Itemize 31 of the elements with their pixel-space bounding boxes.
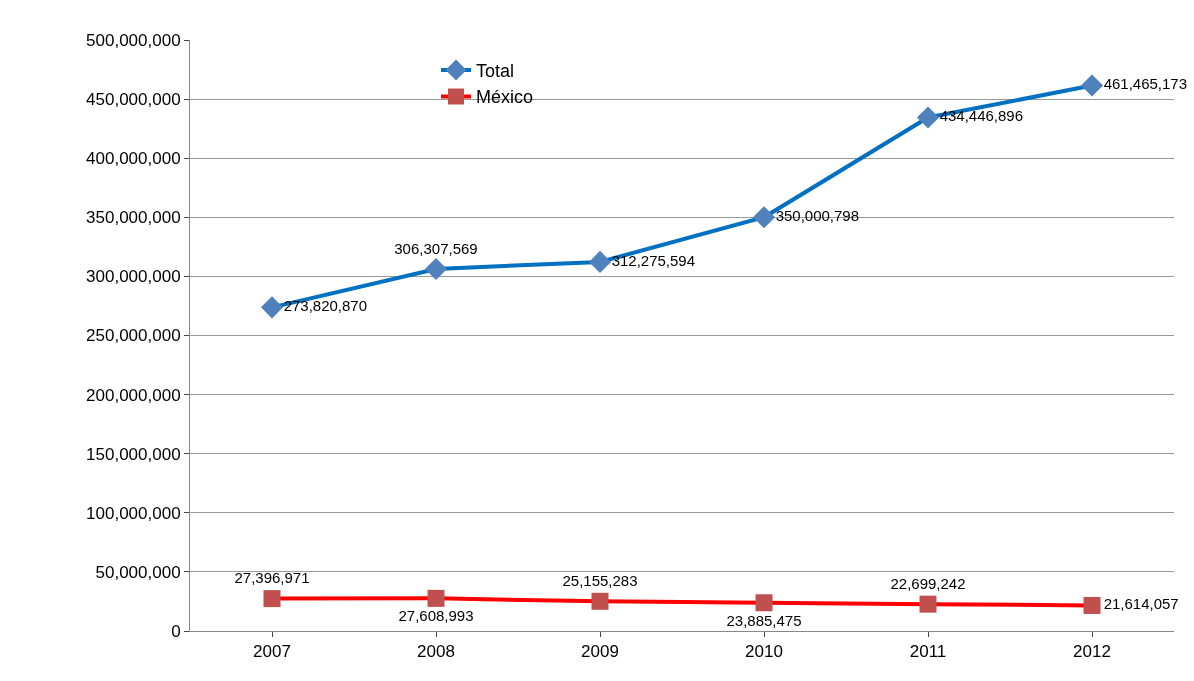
y-tick-label: 100,000,000 — [86, 503, 181, 523]
y-tick-label: 200,000,000 — [86, 385, 181, 405]
data-label: 22,699,242 — [890, 574, 966, 592]
y-tick-label: 350,000,000 — [86, 208, 181, 228]
data-label: 350,000,798 — [775, 207, 860, 225]
data-label: 306,307,569 — [394, 239, 478, 257]
x-tick-label: 2007 — [253, 642, 291, 662]
data-label: 25,155,283 — [562, 571, 638, 589]
data-label: 21,614,057 — [1103, 595, 1179, 613]
x-tick-label: 2008 — [417, 642, 455, 662]
data-label: 434,446,896 — [939, 107, 1024, 125]
y-tick-label: 50,000,000 — [95, 562, 181, 582]
x-tick-label: 2011 — [909, 642, 947, 662]
x-tick-label: 2009 — [581, 642, 619, 662]
y-tick-label: 400,000,000 — [86, 149, 181, 169]
data-label: 461,465,173 — [1103, 75, 1188, 93]
data-label: 23,885,475 — [726, 611, 802, 629]
x-tick-label: 2012 — [1073, 642, 1111, 662]
data-label: 27,396,971 — [234, 569, 310, 587]
data-label: 273,820,870 — [283, 297, 368, 315]
y-tick-label: 500,000,000 — [86, 30, 181, 50]
y-tick-label: 150,000,000 — [86, 444, 181, 464]
x-tick-label: 2010 — [745, 642, 783, 662]
y-tick-label: 300,000,000 — [86, 267, 181, 287]
y-tick-label: 250,000,000 — [86, 326, 181, 346]
y-tick-label: 0 — [171, 621, 181, 641]
y-tick-label: 450,000,000 — [86, 90, 181, 110]
legend-label: Total — [476, 61, 515, 82]
data-label: 27,608,993 — [398, 607, 474, 625]
data-label: 312,275,594 — [611, 251, 696, 269]
legend-label: México — [476, 87, 534, 108]
